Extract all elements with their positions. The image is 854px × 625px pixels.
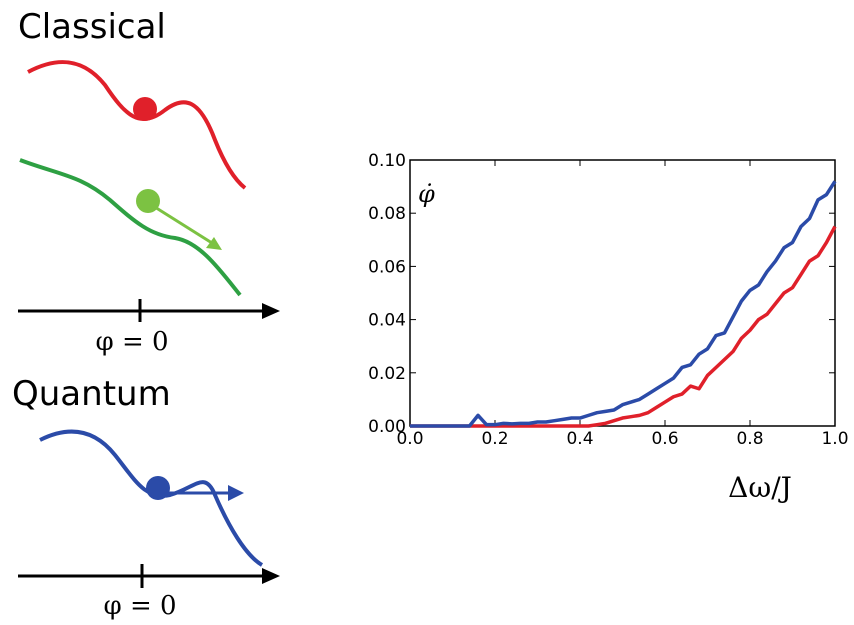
x-axis-label: Δω/J (728, 471, 792, 504)
x-tick-label: 1.0 (821, 429, 848, 449)
arrow-head (262, 303, 280, 319)
arrow-head (262, 568, 280, 584)
x-tick-label: 0.8 (736, 429, 763, 449)
y-tick-label: 0.02 (368, 364, 406, 384)
classical-curve (27, 60, 247, 190)
y-tick-label: 0.10 (368, 151, 406, 171)
quantum-label: Quantum (12, 374, 171, 414)
y-tick-label: 0.06 (368, 257, 406, 277)
classical-label: Classical (18, 7, 166, 47)
plot-frame (409, 159, 836, 427)
y-tick-label: 0.00 (368, 417, 406, 437)
x-tick-label: 0.0 (396, 429, 423, 449)
classical-curve (19, 158, 242, 297)
series-line (410, 180, 837, 428)
phi-label: φ = 0 (95, 327, 168, 357)
arrow (149, 202, 213, 245)
quantum-curve (39, 429, 264, 567)
ball (133, 97, 157, 121)
x-tick-label: 0.6 (651, 429, 678, 449)
x-tick-label: 0.2 (481, 429, 508, 449)
arrow-head (206, 237, 222, 250)
ball (146, 476, 170, 500)
arrow-head (228, 485, 244, 501)
x-tick-label: 0.4 (566, 429, 593, 449)
y-axis-label: φ̇ (418, 180, 435, 208)
phi-label: φ = 0 (103, 591, 176, 621)
series-line (410, 225, 837, 428)
y-tick-label: 0.04 (368, 311, 406, 331)
y-tick-label: 0.08 (368, 204, 406, 224)
